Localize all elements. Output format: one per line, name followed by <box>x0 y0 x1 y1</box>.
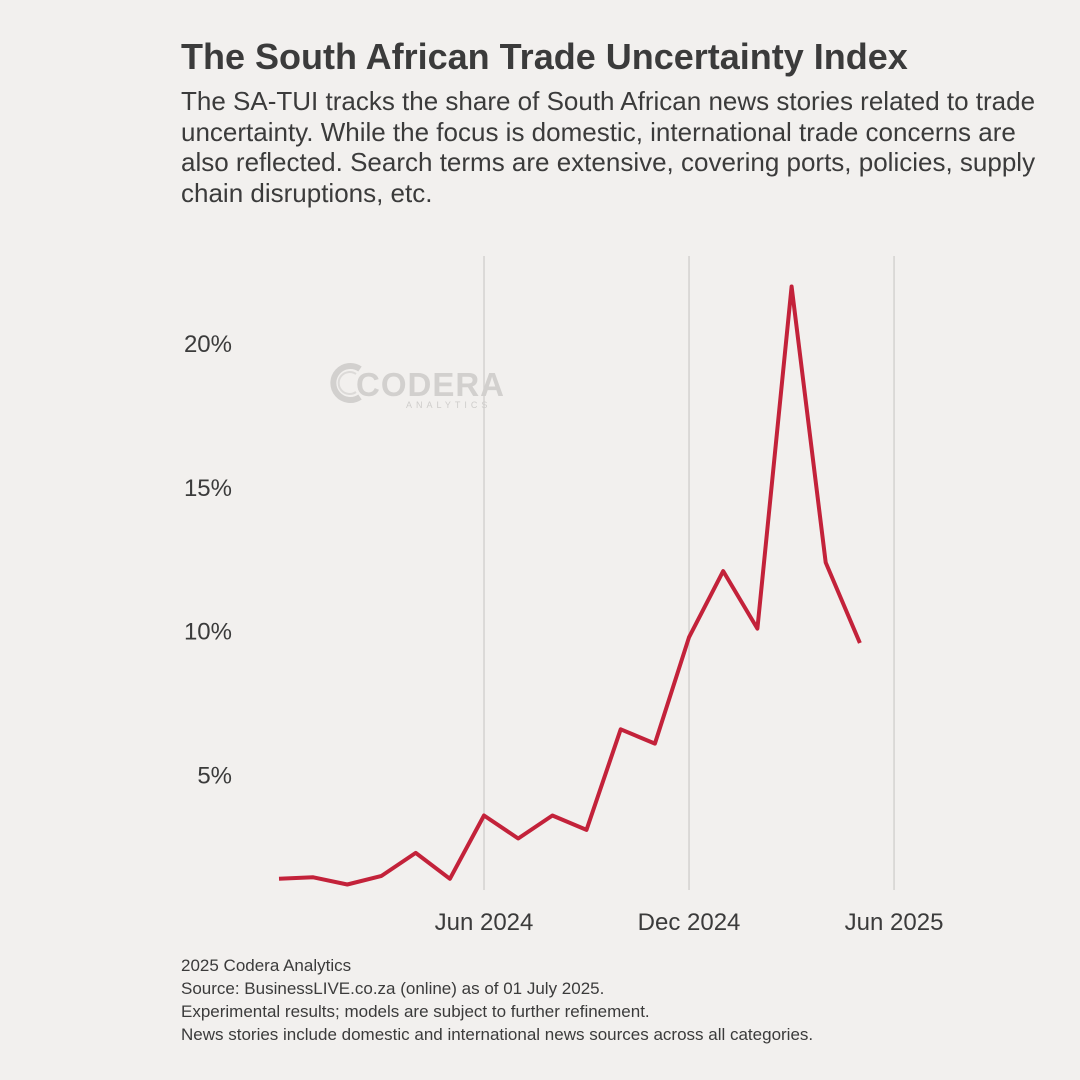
series-lines <box>278 284 862 887</box>
codera-watermark-logo: CODERA ANALYTICS <box>330 360 504 412</box>
y-tick-label: 10% <box>184 619 232 646</box>
x-tick-label: Dec 2024 <box>638 909 741 936</box>
watermark-tagline: ANALYTICS <box>406 400 492 410</box>
x-tick-label: Jun 2024 <box>435 909 534 936</box>
chart-footer: 2025 Codera Analytics Source: BusinessLI… <box>181 954 1061 1046</box>
footer-source: Source: BusinessLIVE.co.za (online) as o… <box>181 979 605 998</box>
y-axis-ticks: 5% 10% 15% 20% <box>184 331 232 789</box>
x-tick-label: Jun 2025 <box>845 909 944 936</box>
x-axis-ticks: Jun 2024 Dec 2024 Jun 2025 <box>435 909 944 936</box>
footer-note: Experimental results; models are subject… <box>181 1002 650 1021</box>
y-tick-label: 20% <box>184 331 232 358</box>
y-tick-label: 5% <box>197 762 232 789</box>
y-tick-label: 15% <box>184 475 232 502</box>
chart-subtitle: The SA-TUI tracks the share of South Afr… <box>181 86 1036 208</box>
codera-logo-icon <box>330 363 362 403</box>
footer-coverage: News stories include domestic and intern… <box>181 1025 814 1044</box>
footer-copyright: 2025 Codera Analytics <box>181 956 352 975</box>
chart-title: The South African Trade Uncertainty Inde… <box>181 36 908 77</box>
series-line-0 <box>278 284 862 887</box>
watermark-name: CODERA <box>356 366 506 403</box>
grid-lines <box>483 256 895 890</box>
